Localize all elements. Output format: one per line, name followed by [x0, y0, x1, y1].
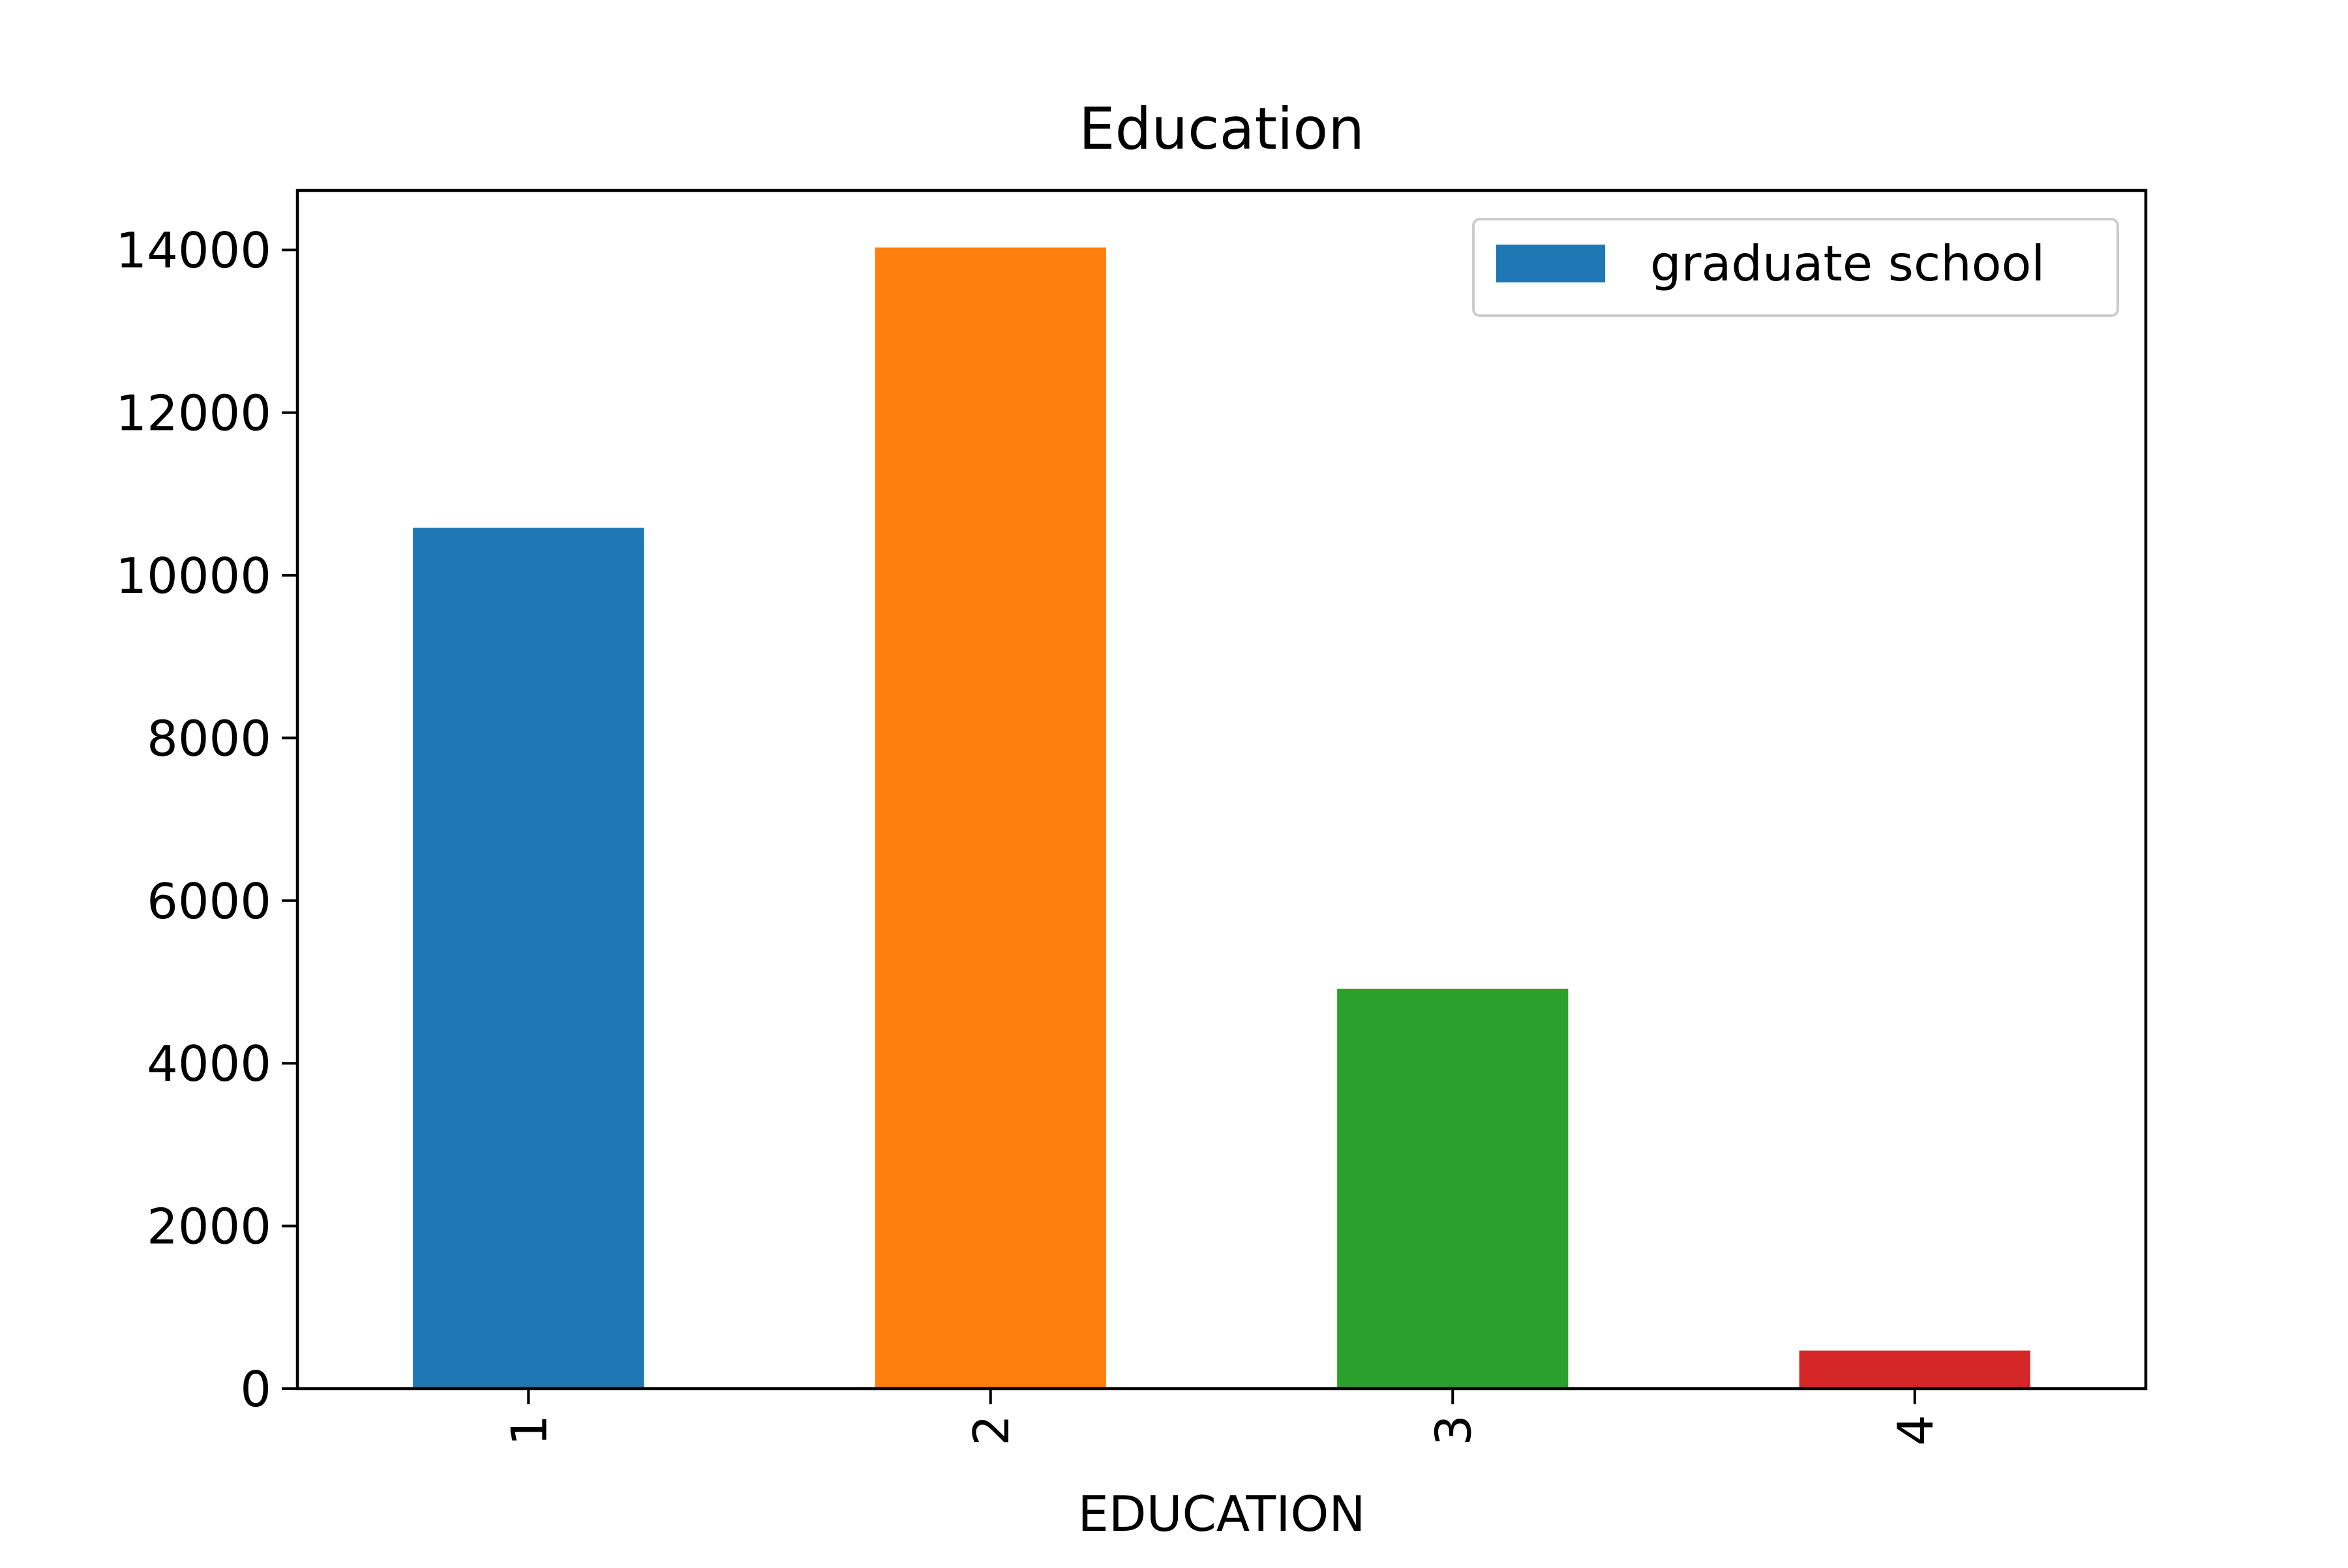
chart-title: Education — [1079, 95, 1364, 162]
legend-label: graduate school — [1650, 235, 2045, 292]
x-tick-label: 4 — [1887, 1415, 1944, 1446]
y-axis: 0 2000 4000 6000 8000 10000 12000 14000 — [115, 222, 297, 1418]
y-tick-label: 12000 — [115, 385, 271, 442]
y-tick-label: 10000 — [115, 547, 271, 605]
legend-swatch — [1496, 245, 1605, 282]
x-tick-label: 1 — [500, 1415, 558, 1446]
y-tick-label: 8000 — [147, 710, 271, 767]
y-tick-label: 14000 — [115, 222, 271, 279]
bar-1 — [413, 528, 644, 1389]
bar-3 — [1337, 988, 1569, 1389]
legend-box — [1472, 218, 2119, 317]
x-axis: 1 2 3 4 — [500, 1389, 1944, 1446]
x-tick-label: 3 — [1424, 1415, 1482, 1446]
bar-2 — [875, 247, 1106, 1389]
y-tick-label: 6000 — [147, 873, 271, 930]
legend: graduate school — [1472, 218, 2119, 317]
axes-frame — [295, 188, 2148, 1391]
bar-4 — [1799, 1350, 2030, 1389]
y-tick-label: 0 — [240, 1361, 271, 1418]
bars-layer — [413, 247, 2030, 1389]
y-tick-label: 4000 — [147, 1035, 271, 1093]
x-axis-label: EDUCATION — [1078, 1485, 1366, 1543]
x-tick-label: 2 — [963, 1415, 1020, 1446]
y-tick-label: 2000 — [147, 1198, 271, 1256]
